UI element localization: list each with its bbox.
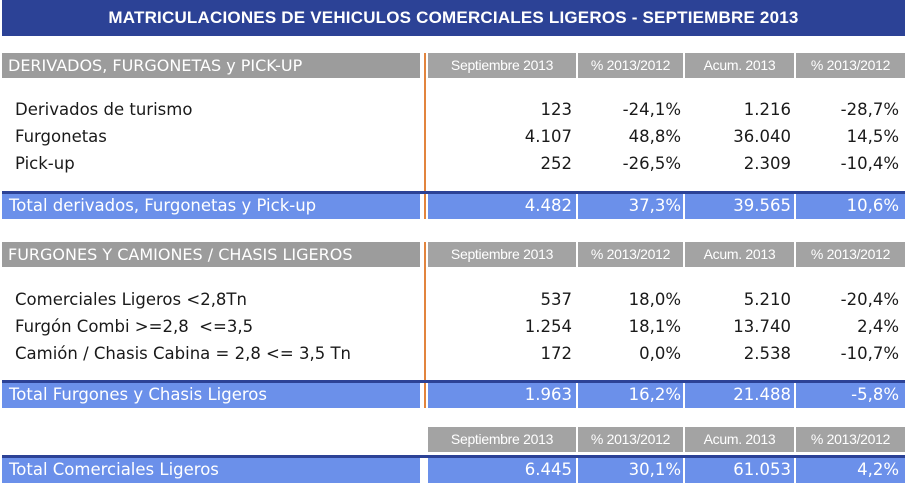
- cell-pct-accum: -10,7%: [840, 344, 899, 363]
- column-header-pct-month: % 2013/2012: [578, 53, 683, 78]
- cell-septiembre: 537: [540, 290, 573, 309]
- column-divider: [424, 242, 426, 408]
- column-header-septiembre: Septiembre 2013: [428, 53, 576, 78]
- cell-pct-accum: -10,4%: [840, 154, 899, 173]
- cell-septiembre: 123: [540, 100, 573, 119]
- total-septiembre: 1.963: [524, 385, 572, 404]
- table-row: Comerciales Ligeros <2,8Tn 537 18,0% 5.2…: [2, 286, 905, 313]
- cell-acumulado: 2.538: [743, 344, 791, 363]
- column-divider: [424, 53, 426, 219]
- column-header-acumulado: Acum. 2013: [685, 242, 794, 267]
- total-acumulado: 61.053: [733, 460, 791, 479]
- cell-pct-month: 48,8%: [628, 127, 681, 146]
- column-header-pct-accum: % 2013/2012: [796, 53, 905, 78]
- total-septiembre: 6.445: [524, 460, 572, 479]
- section1-rows: Derivados de turismo 123 -24,1% 1.216 -2…: [2, 96, 905, 177]
- cell-septiembre: 172: [540, 344, 573, 363]
- total-row-derivados: Total derivados, Furgonetas y Pick-up 4.…: [2, 191, 905, 219]
- total-pct-month: 37,3%: [628, 196, 681, 215]
- column-header-septiembre: Septiembre 2013: [428, 242, 576, 267]
- column-header-pct-month: % 2013/2012: [578, 242, 683, 267]
- table-row: Camión / Chasis Cabina = 2,8 <= 3,5 Tn 1…: [2, 340, 905, 367]
- table-row: Pick-up 252 -26,5% 2.309 -10,4%: [2, 150, 905, 177]
- cell-pct-accum: 14,5%: [846, 127, 899, 146]
- total-label: Total Comerciales Ligeros: [9, 460, 219, 479]
- cell-acumulado: 2.309: [743, 154, 791, 173]
- cell-pct-month: -26,5%: [622, 154, 681, 173]
- cell-pct-accum: -20,4%: [840, 290, 899, 309]
- total-pct-accum: 4,2%: [857, 460, 899, 479]
- total-row-furgones: Total Furgones y Chasis Ligeros 1.963 16…: [2, 380, 905, 408]
- cell-pct-month: -24,1%: [622, 100, 681, 119]
- cell-pct-month: 0,0%: [639, 344, 681, 363]
- column-header-pct-accum: % 2013/2012: [796, 427, 905, 452]
- column-header-acumulado: Acum. 2013: [685, 427, 794, 452]
- section-title: DERIVADOS, FURGONETAS y PICK-UP: [2, 53, 420, 78]
- row-label: Pick-up: [15, 154, 75, 173]
- table-row: Furgón Combi >=2,8 <=3,5 1.254 18,1% 13.…: [2, 313, 905, 340]
- table-row: Furgonetas 4.107 48,8% 36.040 14,5%: [2, 123, 905, 150]
- total-pct-accum: -5,8%: [851, 385, 899, 404]
- section-title: FURGONES Y CAMIONES / CHASIS LIGEROS: [2, 242, 420, 267]
- cell-acumulado: 13.740: [733, 317, 791, 336]
- grand-total-row: Total Comerciales Ligeros 6.445 30,1% 61…: [2, 455, 905, 483]
- section2-rows: Comerciales Ligeros <2,8Tn 537 18,0% 5.2…: [2, 286, 905, 367]
- section-header-derivados: DERIVADOS, FURGONETAS y PICK-UP Septiemb…: [2, 53, 905, 78]
- section-header-furgones: FURGONES Y CAMIONES / CHASIS LIGEROS Sep…: [2, 242, 905, 267]
- row-label: Furgonetas: [15, 127, 107, 146]
- total-pct-month: 30,1%: [628, 460, 681, 479]
- total-acumulado: 21.488: [733, 385, 791, 404]
- row-label: Derivados de turismo: [15, 100, 193, 119]
- cell-pct-accum: 2,4%: [857, 317, 899, 336]
- total-label: Total Furgones y Chasis Ligeros: [9, 385, 267, 404]
- cell-pct-month: 18,1%: [628, 317, 681, 336]
- column-header-pct-accum: % 2013/2012: [796, 242, 905, 267]
- cell-pct-month: 18,0%: [628, 290, 681, 309]
- row-label: Comerciales Ligeros <2,8Tn: [15, 290, 247, 309]
- cell-acumulado: 36.040: [733, 127, 791, 146]
- total-pct-accum: 10,6%: [846, 196, 899, 215]
- table-row: Derivados de turismo 123 -24,1% 1.216 -2…: [2, 96, 905, 123]
- total-pct-month: 16,2%: [628, 385, 681, 404]
- column-header-septiembre: Septiembre 2013: [428, 427, 576, 452]
- cell-acumulado: 5.210: [743, 290, 791, 309]
- total-acumulado: 39.565: [733, 196, 791, 215]
- cell-septiembre: 4.107: [524, 127, 572, 146]
- column-header-pct-month: % 2013/2012: [578, 427, 683, 452]
- column-header-acumulado: Acum. 2013: [685, 53, 794, 78]
- cell-septiembre: 252: [540, 154, 573, 173]
- cell-septiembre: 1.254: [524, 317, 572, 336]
- total-label: Total derivados, Furgonetas y Pick-up: [9, 196, 317, 215]
- cell-pct-accum: -28,7%: [840, 100, 899, 119]
- cell-acumulado: 1.216: [743, 100, 791, 119]
- row-label: Furgón Combi >=2,8 <=3,5: [15, 317, 254, 336]
- grand-total-header: Septiembre 2013 % 2013/2012 Acum. 2013 %…: [2, 427, 905, 452]
- page-title: MATRICULACIONES DE VEHICULOS COMERCIALES…: [2, 0, 905, 36]
- total-septiembre: 4.482: [524, 196, 572, 215]
- row-label: Camión / Chasis Cabina = 2,8 <= 3,5 Tn: [15, 344, 351, 363]
